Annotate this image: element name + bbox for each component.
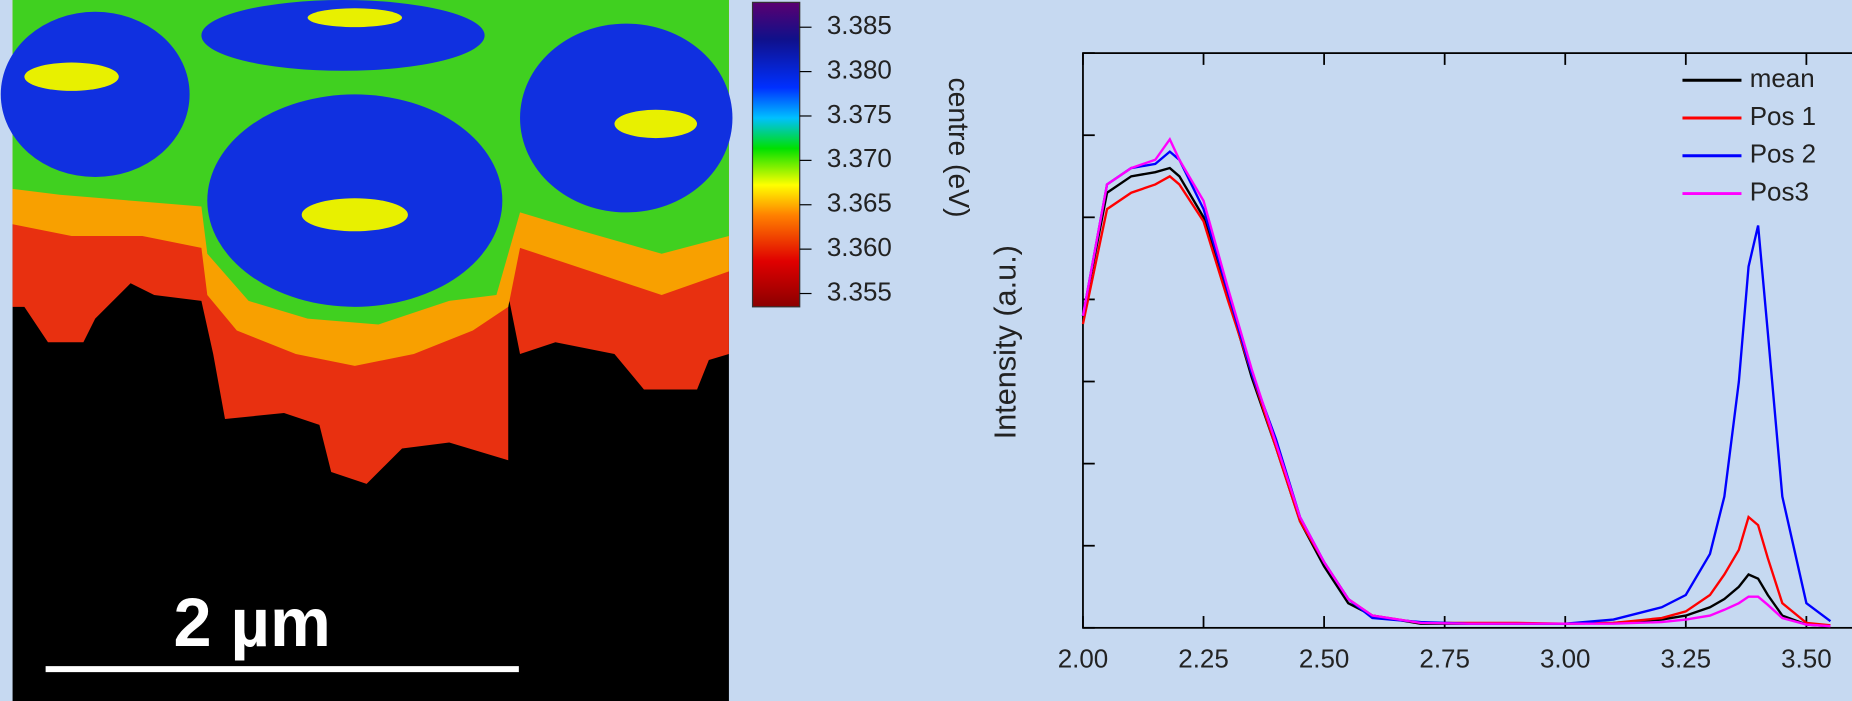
colorbar-tick-label: 3.360 — [827, 232, 892, 262]
x-tick-label: 2.25 — [1178, 644, 1229, 674]
colorbar-tick-label: 3.370 — [827, 143, 892, 173]
legend-label: Pos 2 — [1750, 139, 1816, 169]
scale-label: 2 µm — [173, 584, 330, 661]
colorbar-tick-label: 3.365 — [827, 188, 892, 218]
x-tick-label: 3.25 — [1661, 644, 1712, 674]
x-tick-label: 2.00 — [1058, 644, 1109, 674]
x-tick-label: 2.50 — [1299, 644, 1350, 674]
series-line — [1081, 166, 1831, 628]
x-tick-label: 3.50 — [1781, 644, 1832, 674]
series-line — [1081, 150, 1832, 625]
colorbar-label: centre (eV) — [942, 77, 974, 217]
colorbar-tick-label: 3.355 — [827, 276, 892, 306]
series-line — [1081, 174, 1831, 627]
legend-label: mean — [1750, 63, 1815, 93]
legend-label: Pos3 — [1750, 176, 1809, 206]
colorbar-tick-label: 3.380 — [827, 54, 892, 84]
x-tick-label: 3.00 — [1540, 644, 1591, 674]
colorbar-tick-label: 3.375 — [827, 99, 892, 129]
x-tick-label: 2.75 — [1419, 644, 1470, 674]
colorbar — [751, 1, 801, 308]
y-axis-label: Intensity (a.u.) — [988, 245, 1023, 439]
map: 2 µm — [0, 0, 733, 701]
colorbar-tick-label: 3.385 — [827, 10, 892, 40]
series-line — [1081, 137, 1831, 628]
legend-label: Pos 1 — [1750, 101, 1816, 131]
plot-frame — [1082, 52, 1852, 629]
